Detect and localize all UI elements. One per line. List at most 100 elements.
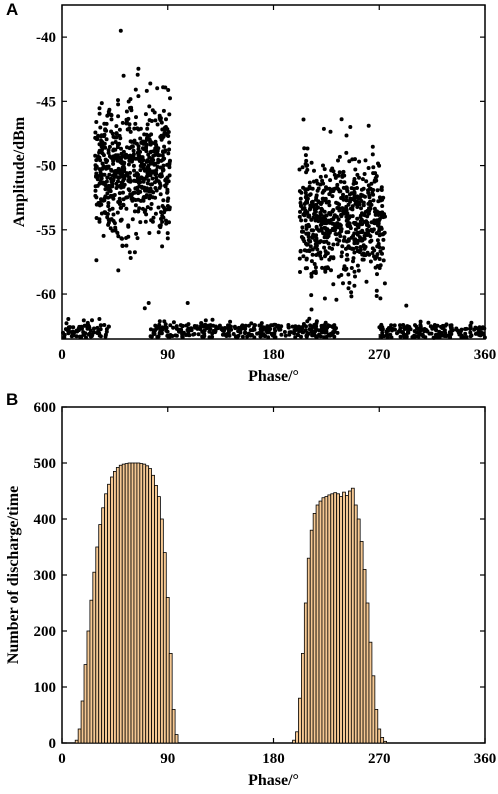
scatter-point	[314, 233, 319, 238]
scatter-point	[165, 236, 170, 241]
scatter-point	[304, 158, 309, 163]
scatter-point	[136, 66, 141, 71]
scatter-point	[298, 209, 302, 214]
scatter-point	[152, 332, 157, 336]
scatter-point	[464, 335, 469, 340]
scatter-point	[444, 322, 449, 327]
scatter-point	[351, 233, 356, 238]
scatter-point	[156, 230, 161, 235]
scatter-point	[326, 241, 331, 246]
scatter-point	[171, 320, 176, 325]
scatter-point	[301, 117, 306, 122]
scatter-point	[402, 327, 407, 331]
scatter-point	[126, 187, 131, 192]
scatter-point	[379, 187, 384, 192]
scatter-point	[356, 268, 361, 273]
scatter-point	[328, 178, 333, 183]
scatter-point	[222, 332, 227, 336]
scatter-point	[370, 144, 375, 149]
scatter-point	[309, 307, 314, 312]
scatter-point	[163, 184, 168, 189]
scatter-point	[142, 176, 147, 181]
scatter-point	[375, 264, 380, 268]
scatter-point	[463, 331, 468, 336]
scatter-point	[381, 231, 386, 236]
scatter-point	[65, 328, 70, 333]
scatter-point	[378, 249, 383, 254]
scatter-point	[375, 238, 380, 243]
scatter-point	[114, 135, 119, 140]
scatter-point	[333, 224, 338, 229]
scatter-point	[298, 270, 302, 274]
scatter-point	[94, 258, 99, 263]
scatter-point	[257, 323, 262, 328]
scatter-point	[316, 251, 321, 256]
scatter-point	[361, 257, 366, 262]
scatter-point	[404, 333, 409, 338]
scatter-point	[410, 335, 415, 340]
scatter-point	[139, 161, 144, 166]
scatter-point	[343, 207, 348, 212]
scatter-point	[334, 200, 339, 205]
scatter-point	[398, 323, 402, 328]
scatter-point	[397, 328, 402, 333]
scatter-point	[448, 335, 453, 340]
scatter-point	[321, 163, 325, 168]
scatter-point	[139, 156, 144, 161]
scatter-point	[161, 215, 166, 220]
scatter-point	[319, 200, 324, 205]
scatter-point	[368, 234, 373, 239]
scatter-point	[331, 228, 336, 233]
scatter-point	[115, 175, 120, 180]
scatter-point	[389, 326, 394, 331]
scatter-point	[311, 179, 316, 184]
scatter-point	[353, 195, 358, 200]
scatter-point	[152, 162, 157, 167]
scatter-point	[342, 235, 347, 240]
scatter-point	[304, 256, 309, 261]
scatter-point	[115, 145, 120, 150]
scatter-point	[129, 108, 134, 113]
scatter-point	[324, 330, 329, 335]
scatter-point	[203, 318, 208, 323]
scatter-point	[158, 165, 163, 170]
histogram-bar	[312, 513, 317, 744]
scatter-point	[159, 133, 164, 138]
scatter-point	[66, 317, 71, 321]
scatter-point	[331, 256, 336, 261]
scatter-point	[332, 186, 337, 191]
scatter-point	[339, 212, 343, 217]
scatter-point	[105, 113, 110, 118]
scatter-point	[126, 162, 131, 167]
scatter-point	[357, 159, 362, 164]
scatter-point	[113, 140, 118, 144]
scatter-point	[358, 248, 363, 253]
scatter-point	[126, 234, 131, 239]
scatter-point	[162, 156, 167, 161]
scatter-point	[93, 193, 98, 198]
scatter-point	[336, 217, 341, 222]
scatter-point	[153, 118, 158, 123]
scatter-point	[310, 235, 315, 240]
scatter-point	[304, 241, 308, 246]
scatter-point	[163, 325, 167, 330]
scatter-point	[335, 242, 340, 247]
scatter-point	[314, 193, 319, 198]
scatter-point	[323, 174, 328, 179]
scatter-point	[128, 177, 132, 182]
histogram-bar	[350, 487, 355, 744]
scatter-point	[238, 330, 243, 335]
scatter-point	[328, 212, 333, 217]
scatter-point	[246, 323, 251, 328]
scatter-point	[309, 160, 314, 165]
histogram-bar	[377, 728, 382, 744]
scatter-point	[162, 144, 167, 149]
scatter-point	[100, 145, 105, 150]
scatter-point	[119, 180, 124, 185]
scatter-point	[322, 245, 327, 250]
scatter-point	[131, 148, 136, 153]
scatter-point	[157, 224, 162, 228]
scatter-point	[299, 190, 304, 195]
scatter-point	[297, 256, 302, 261]
scatter-point	[156, 153, 161, 158]
